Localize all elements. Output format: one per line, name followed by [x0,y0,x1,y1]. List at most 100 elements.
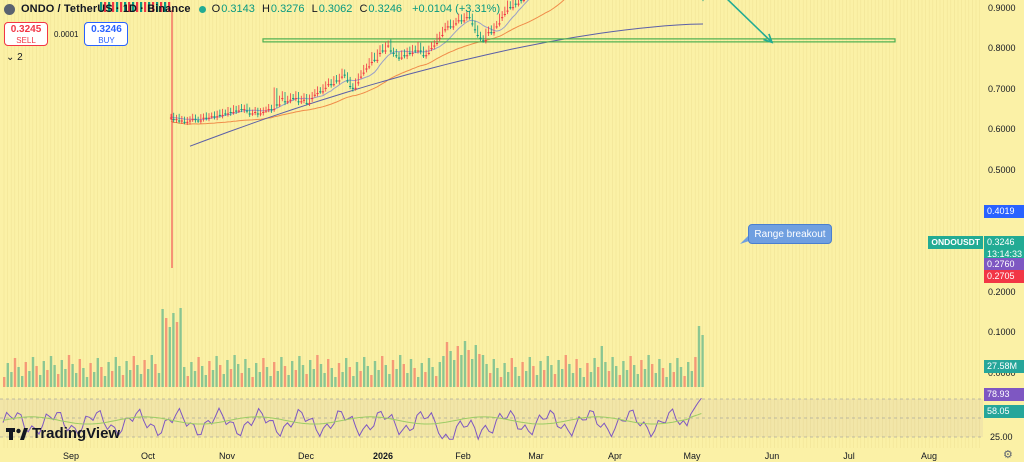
volume-bar [103,376,107,387]
volume-bar [139,374,143,387]
candle-body [387,45,390,47]
volume-bar [424,372,427,387]
candle-body [319,91,322,93]
volume-bar [647,355,650,387]
rsi-ma-badge: 58.05 [984,405,1024,418]
volume-bar [147,369,150,387]
volume-bar [413,368,416,387]
candle-body [300,101,303,103]
candle-body [433,45,436,47]
candle-body [444,29,447,31]
candle-body [517,3,520,5]
ma-slow-badge: 0.4019 [984,205,1024,218]
sell-button[interactable]: 0.3245 SELL [4,22,48,46]
volume-bar [161,309,164,387]
tradingview-logo-icon [6,427,28,440]
rsi-low-label: 25.00 [990,432,1013,442]
tradingview-logo[interactable]: TradingView [6,425,120,442]
candle-body [183,121,186,123]
candle-body [275,104,278,106]
candle-body [346,80,349,82]
volume-bar [323,373,326,387]
volume-bar [298,356,301,387]
candle-body [479,37,482,39]
volume-bar [406,373,409,387]
volume-bar [579,368,582,387]
ohlc-close-key: C [359,3,368,15]
volume-bar [373,361,377,387]
ma-fast-badge: 0.2760 [984,258,1024,271]
volume-bar [71,364,74,387]
candle-body [430,48,433,50]
volume-bars [3,308,704,387]
time-tick-label: Jul [843,451,855,461]
candle-body [152,2,155,12]
indicators-count: 2 [17,52,23,63]
indicators-toggle[interactable]: ⌄ 2 [6,52,23,63]
candle-body [262,112,265,114]
candles [100,0,704,268]
candle-body [465,17,468,19]
symbol-title[interactable]: ONDO / TetherUS · 1D · Binance [21,3,191,15]
candle-body [463,20,466,22]
rsi-value-badge: 78.93 [984,388,1024,401]
volume-bar [377,370,380,387]
candle-body [132,2,135,12]
volume-bar [651,364,654,387]
volume-bar [67,355,71,387]
volume-bar [553,374,557,387]
volume-bar [604,362,607,387]
buy-button[interactable]: 0.3246 BUY [84,22,129,46]
symbol-badge: ONDOUSDT [928,236,983,249]
candle-body [335,80,338,82]
last-price-badge: 0.3246 [984,236,1024,249]
price-change: +0.0104 (+3.31%) [412,3,501,15]
volume-bar [528,357,531,387]
ma-mid-line [170,0,565,125]
volume-bar [13,358,17,387]
volume-bar [183,367,186,387]
volume-bar [582,377,585,387]
volume-bar [107,362,110,387]
sell-price: 0.3245 [10,24,42,35]
volume-bar [510,358,513,387]
volume-bar [226,360,229,387]
candle-body [468,17,471,19]
candle-body [213,116,216,118]
volume-bar [136,365,139,387]
volume-bar [453,360,456,387]
volume-bar [618,375,621,387]
volume-bar [456,346,459,387]
ma-slow-line [189,23,704,147]
volume-bar [445,342,449,387]
volume-bar [352,376,355,387]
volume-bar [438,362,441,387]
time-tick-label: Apr [608,451,622,461]
candle-body [210,116,213,118]
candle-body [148,2,151,12]
time-tick-label: Aug [921,451,937,461]
candle-body [270,109,273,111]
volume-bar [82,368,85,387]
resistance-line [262,38,896,43]
volume-bar [669,363,672,387]
volume-bar [49,356,53,387]
volume-bar [597,367,600,387]
ohlc-readout: O0.3143 H0.3276 L0.3062 C0.3246 [212,3,406,15]
volume-bar [550,365,553,387]
volume-bar [575,359,578,387]
volume-bar [24,362,27,387]
candle-body [235,110,238,112]
volume-bar [388,374,391,387]
grid [3,0,980,448]
settings-gear-icon[interactable]: ⚙ [1003,449,1013,461]
price-tick-label: 0.7000 [988,84,1016,94]
time-tick-label: Nov [219,451,236,461]
candle-body [186,121,189,123]
time-tick-label: Oct [141,451,156,461]
candle-body [224,113,227,115]
candle-body [522,0,525,2]
ma-mid-badge: 0.2705 [984,270,1024,283]
volume-bar [442,356,445,387]
